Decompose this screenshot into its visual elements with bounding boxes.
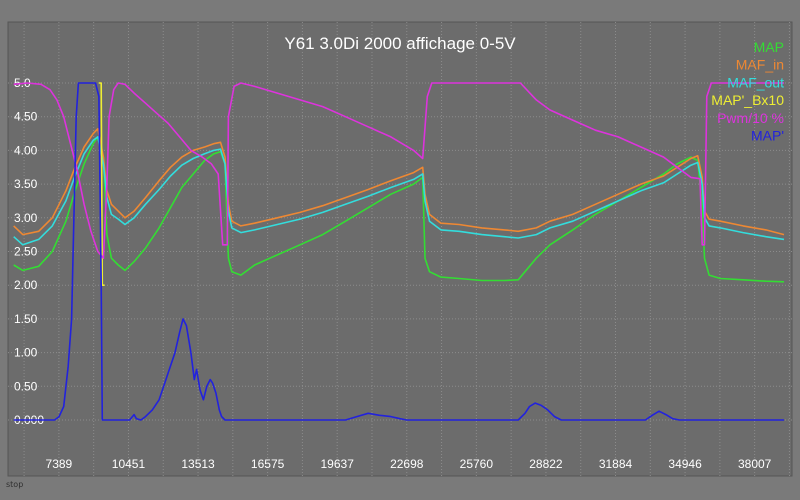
legend-entry-map: MAP' [751,128,784,144]
x-tick-label: 7389 [46,457,73,471]
x-tick-labels: 7389 10451 13513 16575 19637 22698 25760 28822 3… [46,457,772,471]
series-lines [13,82,785,421]
legend-entry-maf-in: MAF_in [736,57,784,73]
x-tick-label: 22698 [390,457,424,471]
series-line-map [13,82,784,421]
x-gridlines [23,22,790,476]
legend-entry-map: MAP [754,39,784,55]
series-line-map-bx10 [98,82,105,286]
x-tick-label: 19637 [321,457,355,471]
x-tick-label: 28822 [529,457,563,471]
legend-entry-pwm-10: Pwm/10 % [717,110,784,126]
y-tick-label: 1.00 [14,346,38,360]
y-tick-labels: 0.0000.501.001.502.002.503.003.504.004.5… [14,76,44,427]
y-tick-label: 1.50 [14,312,38,326]
x-tick-label: 16575 [251,457,285,471]
x-tick-label: 10451 [112,457,146,471]
chart-title: Y61 3.0Di 2000 affichage 0-5V [284,34,516,53]
series-line-pwm-10 [13,82,784,259]
legend-entry-map-bx10: MAP'_Bx10 [711,92,784,108]
series-line-map [13,136,785,283]
y-tick-label: 2.50 [14,245,38,259]
x-tick-label: 13513 [181,457,215,471]
y-tick-label: 4.50 [14,110,38,124]
y-tick-label: 4.00 [14,143,38,157]
x-tick-label: 34946 [668,457,702,471]
y-tick-label: 3.50 [14,177,38,191]
x-tick-label: 38007 [738,457,772,471]
y-tick-label: 3.00 [14,211,38,225]
plot-area [7,21,793,477]
x-tick-label: 31884 [599,457,633,471]
x-tick-label: 25760 [460,457,494,471]
status-label: stop [6,480,24,489]
y-tick-label: 2.00 [14,278,38,292]
legend-entry-maf-out: MAF_out [727,74,784,90]
y-tick-label: 0.50 [14,379,38,393]
